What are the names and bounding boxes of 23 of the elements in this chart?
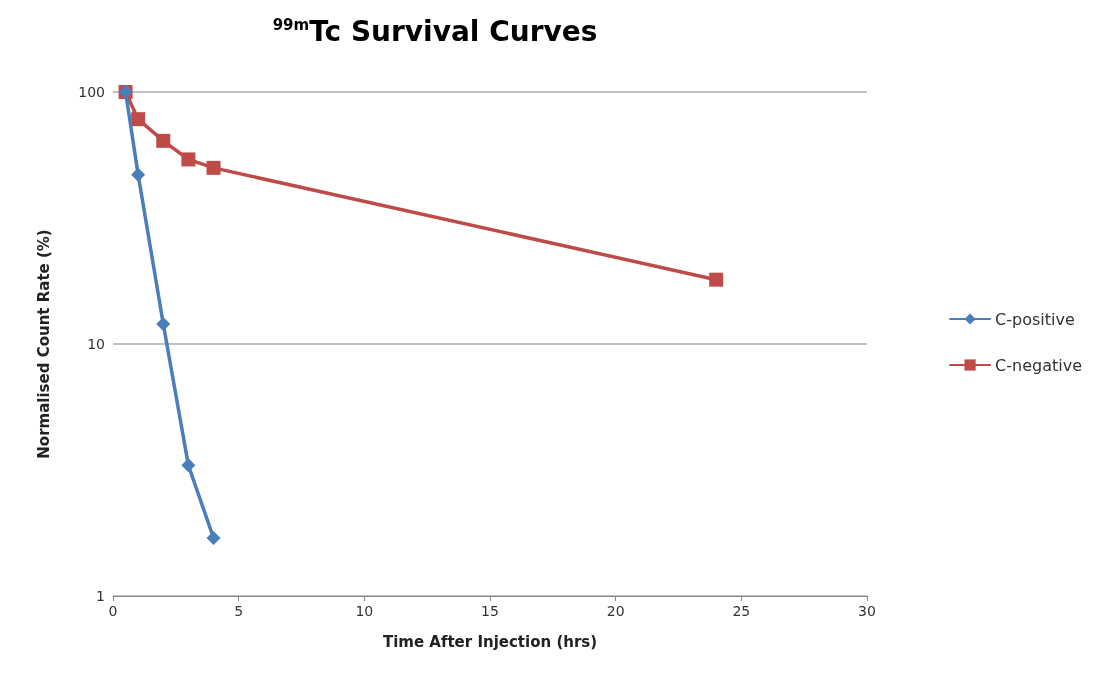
y-tick-label: 100 [78,84,105,100]
point [156,133,171,148]
legend-label: C-positive [995,309,1075,329]
x-tick-label: 0 [108,603,118,619]
point [206,530,221,545]
x-tick-label: 5 [234,603,244,619]
y-axis-title: Normalised Count Rate (%) [34,229,53,459]
y-tick-label: 10 [87,336,105,352]
x-axis-title: Time After Injection (hrs) [382,632,598,651]
x-tick-label: 10 [355,603,374,619]
legend-label: C-negative [995,355,1082,375]
point [131,112,146,127]
point [181,458,196,473]
x-tick-label: 15 [481,603,499,619]
point [206,160,221,175]
point [709,272,724,287]
x-tick-label: 30 [858,603,876,619]
y-tick-label: 1 [96,588,105,604]
point [156,317,171,332]
point [131,167,146,182]
point [181,152,196,167]
x-tick-label: 20 [606,603,625,619]
x-tick-label: 25 [732,603,751,619]
